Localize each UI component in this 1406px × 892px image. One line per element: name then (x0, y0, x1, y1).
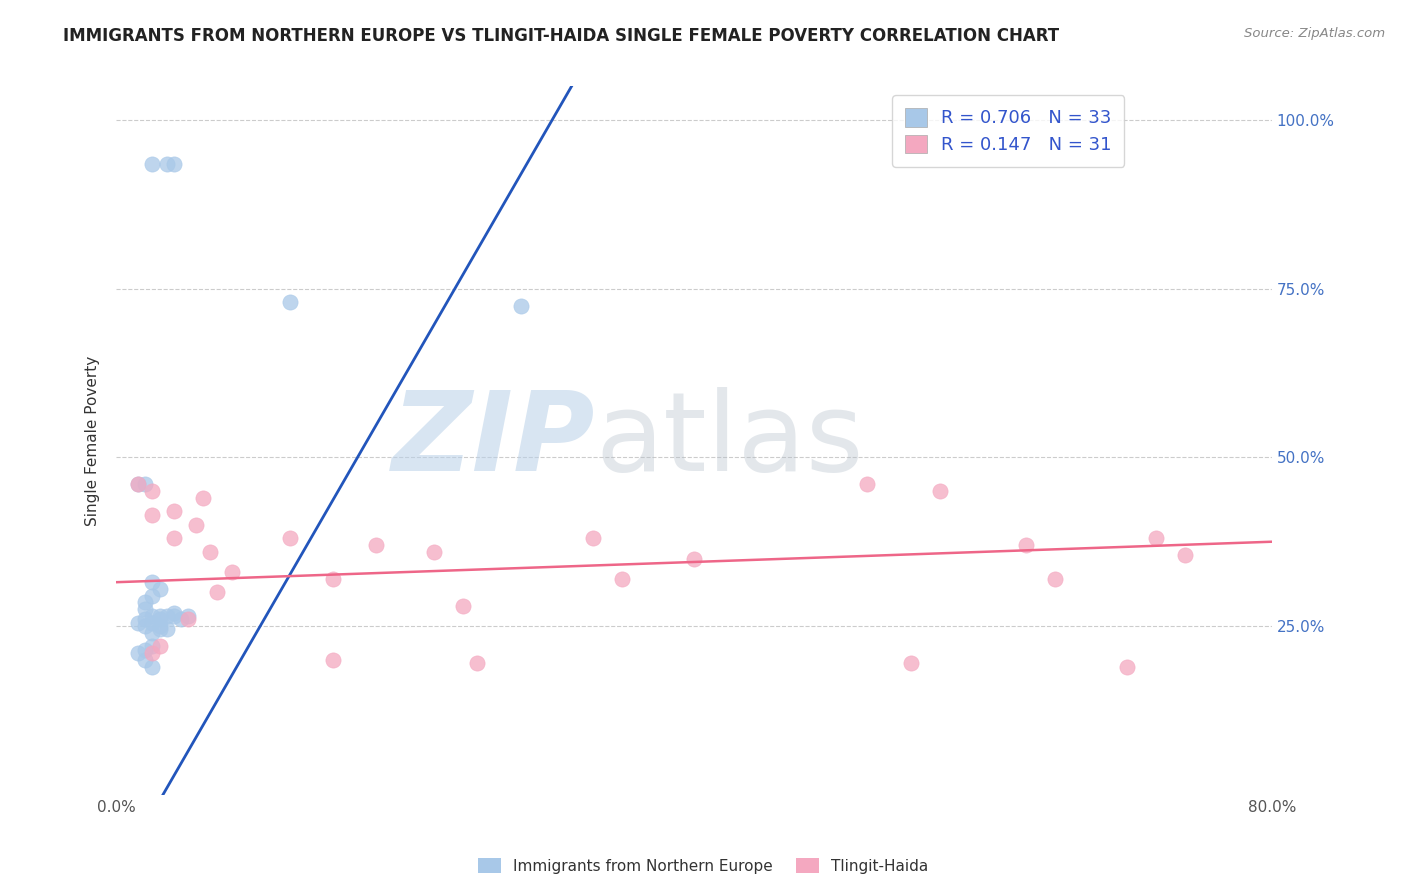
Point (278, 295, 301, 310)
Point (163, 606, 186, 620)
Point (141, 508, 163, 522)
Legend: Immigrants from Northern Europe, Tlingit-Haida: Immigrants from Northern Europe, Tlingit… (472, 852, 934, 880)
Point (184, 517, 207, 532)
Point (127, 477, 149, 491)
Point (149, 640, 172, 654)
Point (141, 640, 163, 654)
Point (163, 532, 186, 546)
Point (141, 615, 163, 630)
Point (191, 491, 214, 505)
Point (134, 595, 156, 609)
Point (149, 623, 172, 637)
Point (163, 504, 186, 518)
Point (134, 602, 156, 616)
Point (156, 623, 179, 637)
Point (127, 646, 149, 660)
Point (141, 484, 163, 499)
Point (134, 477, 156, 491)
Point (278, 532, 301, 546)
Point (156, 157, 179, 171)
Point (467, 656, 489, 670)
Point (1045, 572, 1067, 586)
Point (134, 642, 156, 657)
Point (170, 612, 193, 626)
Point (149, 609, 172, 624)
Point (177, 612, 200, 626)
Text: ZIP: ZIP (392, 387, 596, 494)
Text: IMMIGRANTS FROM NORTHERN EUROPE VS TLINGIT-HAIDA SINGLE FEMALE POVERTY CORRELATI: IMMIGRANTS FROM NORTHERN EUROPE VS TLING… (63, 27, 1059, 45)
Point (141, 659, 163, 673)
Point (149, 619, 172, 633)
Point (423, 545, 446, 559)
Point (141, 609, 163, 624)
Point (1144, 532, 1167, 546)
Point (582, 532, 605, 546)
Point (322, 572, 344, 586)
Point (509, 299, 531, 313)
Point (221, 565, 243, 579)
Text: Source: ZipAtlas.com: Source: ZipAtlas.com (1244, 27, 1385, 40)
Point (149, 612, 172, 626)
Legend: R = 0.706   N = 33, R = 0.147   N = 31: R = 0.706 N = 33, R = 0.147 N = 31 (893, 95, 1125, 167)
Point (141, 157, 163, 171)
Point (451, 599, 474, 613)
Point (163, 609, 186, 624)
Point (134, 653, 156, 667)
Point (1174, 548, 1197, 562)
Point (141, 646, 163, 660)
Point (134, 612, 156, 626)
Point (163, 157, 186, 171)
Y-axis label: Single Female Poverty: Single Female Poverty (86, 355, 100, 525)
Point (366, 538, 388, 552)
Point (900, 656, 922, 670)
Point (198, 545, 221, 559)
Point (141, 575, 163, 590)
Point (928, 484, 950, 499)
Point (127, 615, 149, 630)
Point (156, 609, 179, 624)
Point (1015, 538, 1038, 552)
Point (134, 619, 156, 633)
Point (610, 572, 633, 586)
Point (127, 477, 149, 491)
Text: atlas: atlas (596, 387, 865, 494)
Point (1116, 659, 1139, 673)
Point (683, 551, 706, 566)
Point (141, 625, 163, 640)
Point (856, 477, 879, 491)
Point (322, 653, 344, 667)
Point (149, 582, 172, 596)
Point (207, 585, 229, 599)
Point (141, 589, 163, 603)
Point (177, 609, 200, 624)
